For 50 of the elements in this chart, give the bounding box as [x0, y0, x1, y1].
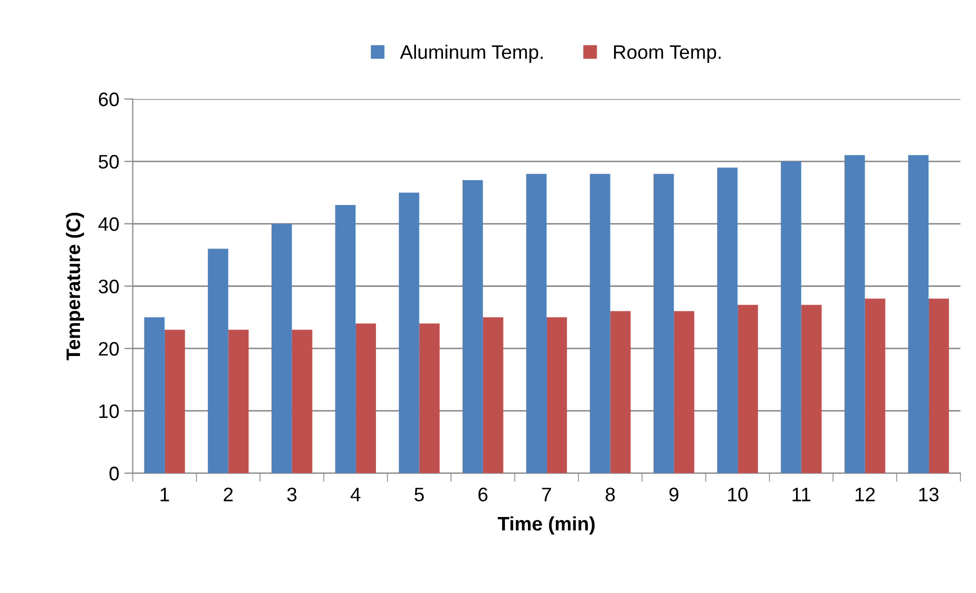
- x-tick-label: 9: [669, 488, 678, 502]
- y-tick-label: 50: [98, 154, 119, 169]
- bar: [482, 317, 504, 474]
- bar: [674, 311, 694, 474]
- bar: [335, 205, 356, 474]
- x-axis-title: Time (min): [498, 516, 595, 534]
- bar: [356, 324, 376, 474]
- y-tick-label: 40: [98, 217, 119, 231]
- y-tick-label: 60: [98, 92, 119, 106]
- bar: [864, 298, 886, 474]
- bar: [801, 304, 822, 474]
- x-tick-label: 10: [728, 488, 748, 502]
- x-tick-label: 7: [542, 488, 551, 502]
- y-tick-label: 10: [99, 404, 119, 418]
- bar: [208, 248, 228, 474]
- x-tick-label: 4: [350, 488, 360, 502]
- bar: [780, 161, 802, 474]
- x-tick-label: 6: [478, 488, 488, 502]
- bar: [546, 317, 567, 474]
- x-tick-label: 11: [792, 488, 810, 502]
- bar: [228, 330, 249, 474]
- bar: [590, 174, 610, 474]
- bar: [462, 180, 483, 474]
- bar: [526, 174, 547, 474]
- y-tick-label: 0: [109, 466, 119, 480]
- x-tick-label: 12: [856, 488, 875, 502]
- bar: [717, 168, 738, 474]
- bar: [398, 192, 420, 474]
- y-tick-label: 30: [98, 280, 119, 294]
- y-tick-label: 20: [98, 342, 119, 356]
- x-tick-label: 3: [287, 488, 296, 502]
- y-axis-title: Temperature (C): [66, 212, 84, 360]
- bar: [654, 174, 674, 474]
- bar: [928, 298, 949, 474]
- bar: [738, 304, 758, 474]
- x-tick-label: 5: [414, 488, 424, 502]
- bar: [844, 155, 865, 474]
- x-tick-label: 13: [919, 488, 939, 502]
- bar: [610, 311, 631, 474]
- bar: [144, 317, 165, 474]
- bar: [292, 330, 312, 474]
- legend-label: Aluminum Temp.: [400, 44, 543, 63]
- legend-label: Room Temp.: [614, 45, 721, 63]
- x-tick-label: 8: [606, 488, 615, 502]
- x-tick-label: 2: [224, 488, 233, 502]
- bar: [272, 224, 292, 474]
- x-tick-label: 1: [160, 488, 170, 502]
- bar: [164, 330, 185, 474]
- bar: [908, 155, 929, 474]
- bar: [419, 324, 440, 474]
